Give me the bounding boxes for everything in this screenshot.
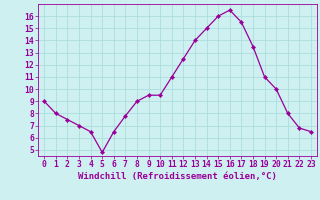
X-axis label: Windchill (Refroidissement éolien,°C): Windchill (Refroidissement éolien,°C) [78, 172, 277, 181]
